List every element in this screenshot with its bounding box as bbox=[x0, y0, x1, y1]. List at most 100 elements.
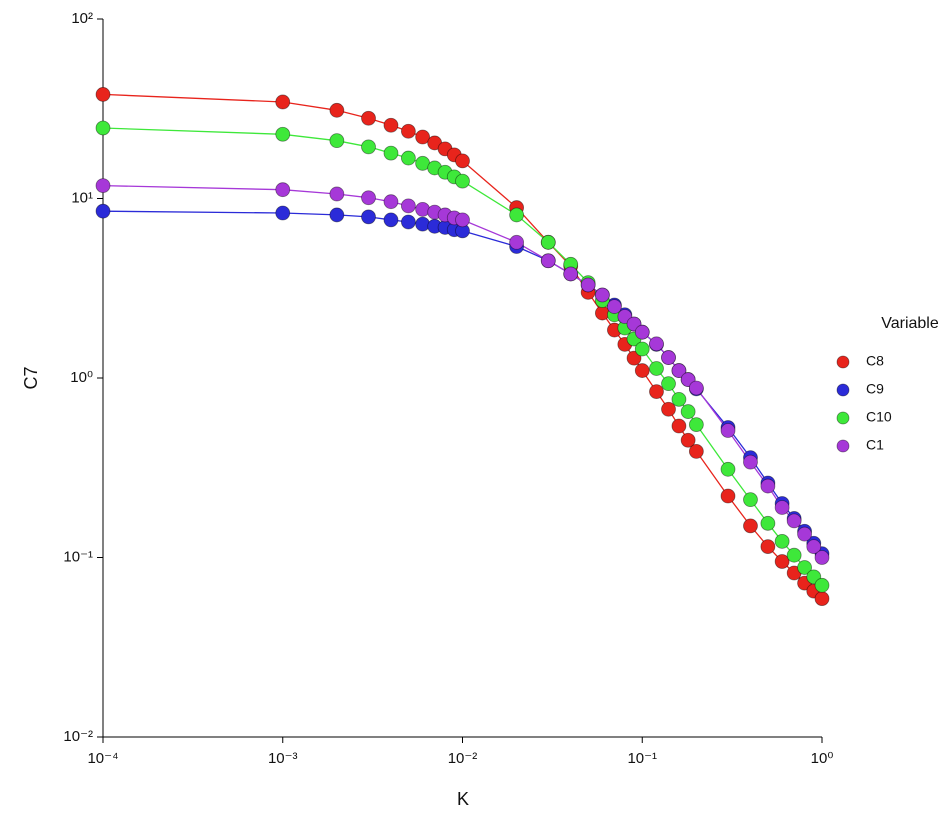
data-point bbox=[760, 515, 776, 531]
data-point bbox=[797, 560, 812, 575]
data-point bbox=[509, 234, 525, 250]
data-point bbox=[743, 454, 758, 470]
series-line bbox=[102, 93, 823, 600]
data-point bbox=[415, 129, 431, 145]
data-point bbox=[671, 363, 687, 378]
legend-label: C9 bbox=[866, 381, 884, 397]
data-point bbox=[455, 173, 470, 189]
series-line bbox=[102, 210, 823, 555]
data-point bbox=[563, 266, 579, 282]
data-point bbox=[786, 513, 802, 529]
data-point bbox=[760, 478, 776, 494]
data-point bbox=[671, 391, 687, 407]
data-point bbox=[275, 205, 291, 221]
data-point bbox=[95, 120, 111, 136]
x-tick-label: 10⁻² bbox=[448, 750, 478, 767]
data-point bbox=[743, 518, 758, 534]
y-axis-label: C7 bbox=[21, 366, 41, 389]
x-axis-label: K bbox=[457, 789, 469, 809]
data-point bbox=[786, 547, 802, 563]
data-point bbox=[400, 150, 416, 166]
data-point bbox=[275, 126, 291, 142]
data-point bbox=[720, 461, 736, 477]
data-point bbox=[275, 182, 291, 198]
data-point bbox=[688, 417, 704, 433]
legend-marker bbox=[836, 411, 850, 425]
data-point bbox=[688, 444, 704, 459]
data-point bbox=[814, 591, 830, 607]
data-point bbox=[509, 207, 525, 223]
data-point bbox=[329, 102, 345, 118]
y-tick-label: 10⁻² bbox=[63, 728, 93, 745]
legend-marker bbox=[836, 439, 850, 453]
x-tick-label: 10⁻⁴ bbox=[87, 750, 118, 767]
legend-marker bbox=[836, 355, 850, 369]
legend-label: C1 bbox=[866, 437, 884, 453]
x-tick-label: 10⁻³ bbox=[268, 750, 298, 767]
data-point bbox=[774, 554, 790, 569]
data-point bbox=[455, 212, 470, 228]
data-point bbox=[671, 418, 687, 434]
series-line bbox=[102, 127, 823, 586]
data-point bbox=[634, 363, 650, 378]
data-point bbox=[361, 190, 376, 206]
data-point bbox=[361, 209, 376, 225]
y-tick-label: 10⁰ bbox=[70, 369, 93, 386]
data-point bbox=[455, 153, 470, 169]
data-point bbox=[661, 376, 676, 392]
data-point bbox=[814, 550, 830, 565]
data-point bbox=[95, 178, 111, 193]
data-point bbox=[661, 350, 676, 365]
data-point bbox=[95, 203, 111, 219]
data-point bbox=[329, 186, 345, 202]
data-point bbox=[415, 216, 431, 232]
data-point bbox=[383, 212, 399, 228]
y-tick-label: 10¹ bbox=[71, 189, 93, 206]
data-point bbox=[415, 201, 431, 217]
legend-label: C8 bbox=[866, 353, 884, 369]
data-point bbox=[626, 350, 642, 366]
data-point bbox=[649, 384, 664, 399]
data-point bbox=[607, 299, 622, 314]
y-tick-label: 10² bbox=[71, 10, 93, 27]
data-point bbox=[594, 287, 610, 303]
data-point bbox=[661, 401, 676, 417]
legend-title: Variable bbox=[881, 315, 939, 332]
data-point bbox=[580, 277, 596, 293]
data-point bbox=[760, 539, 776, 555]
data-point bbox=[680, 404, 696, 419]
data-point bbox=[680, 432, 696, 448]
data-point bbox=[649, 336, 664, 352]
legend-marker bbox=[836, 383, 850, 397]
data-point bbox=[329, 133, 345, 149]
data-point bbox=[540, 253, 556, 269]
x-tick-label: 10⁻¹ bbox=[627, 750, 657, 767]
data-point bbox=[688, 380, 704, 396]
data-point bbox=[774, 500, 790, 515]
data-point bbox=[720, 423, 736, 438]
data-point bbox=[634, 324, 650, 340]
legend-label: C10 bbox=[866, 409, 892, 425]
data-point bbox=[383, 117, 399, 133]
data-point bbox=[400, 214, 416, 230]
data-point bbox=[720, 488, 736, 504]
x-tick-label: 10⁰ bbox=[811, 750, 834, 767]
data-point bbox=[275, 94, 291, 110]
data-point bbox=[797, 526, 812, 542]
data-point bbox=[383, 194, 399, 210]
data-point bbox=[634, 341, 650, 357]
data-point bbox=[400, 123, 416, 139]
data-point bbox=[649, 361, 664, 376]
data-point bbox=[361, 110, 376, 126]
data-point bbox=[814, 577, 830, 593]
data-point bbox=[383, 145, 399, 161]
y-tick-label: 10⁻¹ bbox=[63, 548, 93, 565]
data-point bbox=[540, 234, 556, 250]
data-point bbox=[329, 207, 345, 223]
data-point bbox=[400, 198, 416, 214]
data-point bbox=[743, 492, 758, 508]
data-point bbox=[95, 87, 111, 102]
series-line bbox=[102, 184, 823, 558]
data-point bbox=[361, 139, 376, 155]
